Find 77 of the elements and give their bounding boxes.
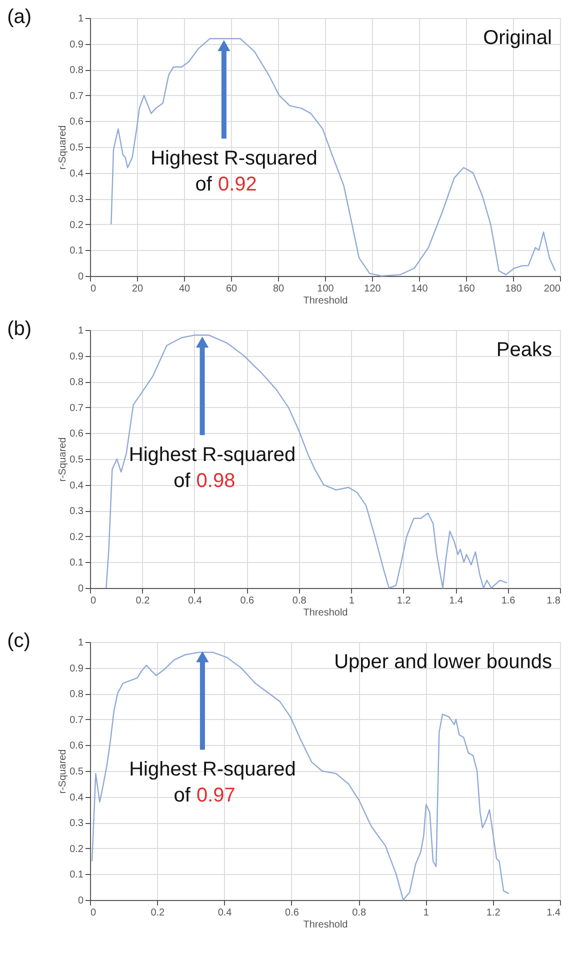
- y-tick-label: 0.4: [70, 480, 84, 492]
- annotation: Upper and lower bounds: [334, 651, 552, 673]
- x-tick-label: 0.8: [352, 908, 366, 918]
- x-tick-label: 200: [544, 284, 561, 294]
- y-tick-label: 0.6: [70, 116, 84, 128]
- x-tick-label: 160: [458, 284, 476, 294]
- x-tick-label: 1: [348, 596, 355, 606]
- y-tick-label: 0.9: [70, 663, 84, 674]
- y-tick-label: 0.1: [70, 558, 84, 569]
- x-tick-label: 20: [132, 284, 144, 294]
- y-tick-label: 0.7: [70, 402, 84, 414]
- y-tick-label: 0.8: [70, 65, 84, 76]
- x-tick-label: 180: [505, 284, 522, 294]
- x-tick-label: 1.4: [546, 908, 561, 918]
- x-axis-title: Threshold: [303, 920, 348, 930]
- y-tick-label: 0.3: [70, 194, 84, 206]
- y-tick-label: 0.7: [70, 714, 84, 726]
- y-axis-title: r-Squared: [58, 749, 69, 794]
- x-tick-label: 0.4: [188, 596, 202, 606]
- y-tick-label: 0.5: [70, 766, 84, 778]
- x-tick-label: 0: [90, 908, 96, 918]
- x-tick-label: 1: [423, 908, 430, 918]
- y-tick-label: 0.2: [70, 844, 84, 855]
- x-tick-label: 1.2: [486, 908, 501, 918]
- x-tick-label: 1.4: [449, 596, 464, 606]
- annotation: Original: [483, 27, 552, 49]
- y-tick-label: 0.6: [70, 428, 84, 440]
- y-axis-title: r-Squared: [58, 437, 69, 482]
- x-tick-label: 0: [90, 284, 96, 294]
- y-tick-label: 1: [78, 638, 84, 648]
- x-tick-label: 60: [226, 284, 238, 294]
- y-tick-label: 0.1: [70, 246, 84, 257]
- x-tick-label: 1.2: [396, 596, 412, 606]
- x-tick-label: 0.8: [292, 596, 307, 606]
- x-tick-label: 0.2: [136, 596, 150, 606]
- y-tick-label: 0: [78, 584, 84, 594]
- annotation: Highest R-squared of 0.98: [128, 444, 296, 492]
- y-tick-label: 0.1: [70, 870, 84, 881]
- y-axis-title: r-Squared: [58, 125, 69, 170]
- x-axis-title: Threshold: [303, 608, 348, 618]
- y-tick-label: 0.3: [70, 818, 84, 830]
- y-tick-label: 0: [78, 272, 84, 282]
- y-tick-label: 0.3: [70, 506, 84, 518]
- chart-title: (a): [7, 6, 32, 28]
- x-tick-label: 1.6: [501, 596, 516, 606]
- y-tick-label: 0.5: [70, 142, 84, 154]
- y-tick-label: 0.4: [70, 168, 84, 180]
- y-tick-label: 1: [78, 14, 84, 24]
- annotation: Peaks: [496, 339, 552, 361]
- x-tick-label: 40: [178, 284, 190, 294]
- y-tick-label: 0: [78, 896, 84, 906]
- y-tick-label: 0.9: [70, 351, 84, 362]
- y-tick-label: 0.2: [70, 532, 84, 543]
- x-tick-label: 0.6: [284, 908, 300, 918]
- y-tick-label: 0.8: [70, 377, 84, 388]
- y-tick-label: 1: [78, 326, 84, 336]
- x-tick-label: 0.6: [240, 596, 255, 606]
- y-tick-label: 0.4: [70, 792, 84, 804]
- x-tick-label: 0.4: [218, 908, 232, 918]
- x-axis-title: Threshold: [303, 296, 348, 306]
- x-tick-label: 0.2: [150, 908, 166, 918]
- y-tick-label: 0.8: [70, 689, 84, 700]
- x-tick-label: 80: [272, 284, 284, 294]
- y-tick-label: 0.6: [70, 740, 84, 752]
- annotation: Highest R-squared of 0.97: [129, 758, 296, 807]
- y-tick-label: 0.5: [70, 454, 84, 466]
- annotation: Highest R-squared of 0.92: [150, 148, 318, 196]
- x-tick-label: 120: [364, 284, 382, 294]
- chart-title: (b): [7, 318, 32, 340]
- x-tick-label: 1.8: [546, 596, 561, 606]
- chart-title: (c): [7, 630, 30, 652]
- x-tick-label: 140: [411, 284, 428, 294]
- x-tick-label: 0: [90, 596, 96, 606]
- y-tick-label: 0.9: [70, 39, 84, 50]
- y-tick-label: 0.2: [70, 220, 84, 231]
- x-tick-label: 100: [317, 284, 334, 294]
- y-tick-label: 0.7: [70, 90, 84, 102]
